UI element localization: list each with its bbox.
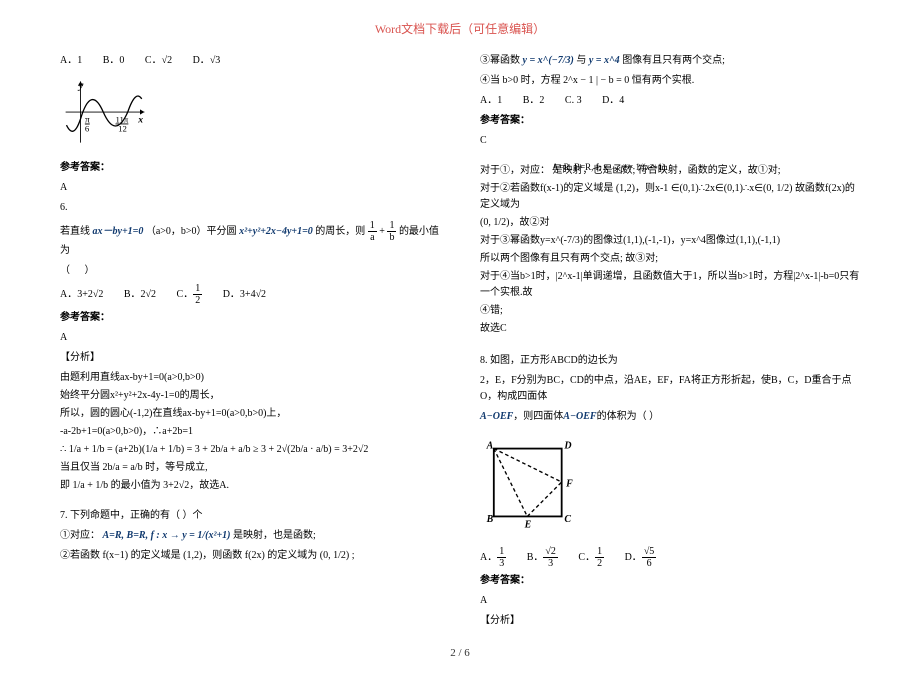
q6-answer-label: 参考答案：	[60, 310, 440, 326]
q8-title: 8. 如图，正方形ABCD的边长为	[480, 353, 860, 369]
q6-number: 6.	[60, 200, 440, 216]
q7-answer-label: 参考答案：	[480, 113, 860, 129]
q7-answer-value: C	[480, 133, 860, 149]
q6-sol-4: -a-2b+1=0(a>0,b>0)，∴a+2b=1	[60, 424, 440, 440]
blank-brackets: （ ）	[60, 263, 440, 279]
q6-choice-c: C．12	[177, 283, 203, 306]
q7-choices: A．1 B．2 C. 3 D．4	[480, 93, 860, 109]
q7-choice-c: C. 3	[565, 93, 582, 109]
sine-graph: y x π 6 11π 12	[60, 77, 150, 147]
svg-text:C: C	[564, 514, 571, 525]
q8-question: A−OEF，则四面体A−OEF的体积为（ ）	[480, 409, 860, 425]
page-number: 2 / 6	[60, 645, 860, 663]
q8-choice-b: B．√23	[527, 546, 558, 569]
q8-desc: 2，E，F分别为BC，CD的中点，沿AE，EF，FA将正方形折起，使B，C，D重…	[480, 373, 860, 405]
svg-text:E: E	[524, 519, 532, 530]
q6-sol-2: 始终平分圆x²+y²+2x-4y-1=0的周长，	[60, 388, 440, 404]
svg-text:x: x	[137, 115, 143, 126]
q7-choice-d: D．4	[602, 93, 624, 109]
square-fold-figure: A B C D E F	[480, 435, 580, 530]
svg-text:A: A	[486, 441, 494, 452]
q8-choice-d: D．√56	[625, 546, 657, 569]
q7-choice-b: B．2	[523, 93, 545, 109]
left-column: A．1 B．0 C．√2 D．√3 y x π 6 11π 12 参考答案： A…	[60, 49, 440, 633]
q7-item1: ①对应： A=R, B=R, f : x → y = 1/(x²+1) 是映射，…	[60, 528, 440, 544]
q5-answer-value: A	[60, 180, 440, 196]
q8-answer-label: 参考答案：	[480, 573, 860, 589]
header-note: Word文档下载后（可任意编辑）	[60, 20, 860, 39]
q7-title: 7. 下列命题中，正确的有（ ）个	[60, 508, 440, 524]
q5-answer-label: 参考答案：	[60, 160, 440, 176]
q6-analysis-label: 【分析】	[60, 350, 440, 366]
r-sol-2: 对于②若函数f(x-1)的定义域是 (1,2)，则x-1 ∈(0,1)∴2x∈(…	[480, 181, 860, 213]
q6-sol-7: 即 1/a + 1/b 的最小值为 3+2√2，故选A.	[60, 478, 440, 494]
q6-eq1: ax－by+1=0	[93, 226, 144, 237]
q6-eq2: x²+y²+2x−4y+1=0	[239, 226, 313, 237]
q8-choice-c: C．12	[578, 546, 604, 569]
q6-choices: A．3+2√2 B．2√2 C．12 D．3+4√2	[60, 283, 440, 306]
q6-sol-3: 所以，圆的圆心(-1,2)在直线ax-by+1=0(a>0,b>0)上，	[60, 406, 440, 422]
q6-answer-value: A	[60, 330, 440, 346]
q6-sol-1: 由题利用直线ax-by+1=0(a>0,b>0)	[60, 370, 440, 386]
r-sol-3b: 所以两个图像有且只有两个交点; 故③对;	[480, 251, 860, 267]
r-sol-1: 对于①，对应： 是映射，也是函数; 符合映射，函数的定义，故①对;	[480, 163, 860, 179]
q6-sol-5: ∴ 1/a + 1/b = (a+2b)(1/a + 1/b) = 3 + 2b…	[60, 442, 440, 458]
r-sol-4: 对于④当b>1时，|2^x-1|单调递增，且函数值大于1，所以当b>1时，方程|…	[480, 269, 860, 301]
content-columns: A．1 B．0 C．√2 D．√3 y x π 6 11π 12 参考答案： A…	[60, 49, 860, 633]
right-column: ③幂函数 y = x^(−7/3) 与 y = x^4 图像有且只有两个交点; …	[480, 49, 860, 633]
r-sol-3a: 对于③幂函数y=x^(-7/3)的图像过(1,1),(-1,-1)，y=x^4图…	[480, 233, 860, 249]
r-sol-2d: (0, 1/2)，故②对	[480, 215, 860, 231]
svg-text:F: F	[565, 479, 573, 490]
q8-analysis-label: 【分析】	[480, 613, 860, 629]
q5-choice-a: A．1	[60, 53, 82, 69]
svg-text:6: 6	[85, 123, 90, 133]
q7-item3: ③幂函数 y = x^(−7/3) 与 y = x^4 图像有且只有两个交点;	[480, 53, 860, 69]
svg-text:y: y	[77, 81, 84, 92]
q6-choice-b: B．2√2	[124, 287, 156, 303]
q8-choice-a: A．13	[480, 546, 506, 569]
q6-choice-d: D．3+4√2	[223, 287, 266, 303]
r-sol-4b: ④错;	[480, 303, 860, 319]
q7-choice-a: A．1	[480, 93, 502, 109]
q5-choice-d: D．√3	[193, 53, 221, 69]
r-sol-5: 故选C	[480, 321, 860, 337]
q6-text: 若直线 ax－by+1=0 （a>0，b>0）平分圆 x²+y²+2x−4y+1…	[60, 220, 440, 259]
svg-text:D: D	[563, 441, 571, 452]
q7-item2: ②若函数 f(x−1) 的定义域是 (1,2)，则函数 f(2x) 的定义域为 …	[60, 548, 440, 564]
q5-choices: A．1 B．0 C．√2 D．√3	[60, 53, 440, 69]
q5-choice-c: C．√2	[145, 53, 172, 69]
svg-text:12: 12	[118, 123, 127, 133]
q6-choice-a: A．3+2√2	[60, 287, 103, 303]
q5-choice-b: B．0	[103, 53, 125, 69]
q8-answer-value: A	[480, 593, 860, 609]
q8-choices: A．13 B．√23 C．12 D．√56	[480, 546, 860, 569]
r-sol-inline-eq: A=R, B=R, f: x → y = 1/(x²+1)	[552, 160, 665, 174]
svg-text:B: B	[486, 514, 494, 525]
q7-item4: ④当 b>0 时，方程 2^x − 1 | − b = 0 恒有两个实根.	[480, 73, 860, 89]
q6-sol-6: 当且仅当 2b/a = a/b 时，等号成立,	[60, 460, 440, 476]
